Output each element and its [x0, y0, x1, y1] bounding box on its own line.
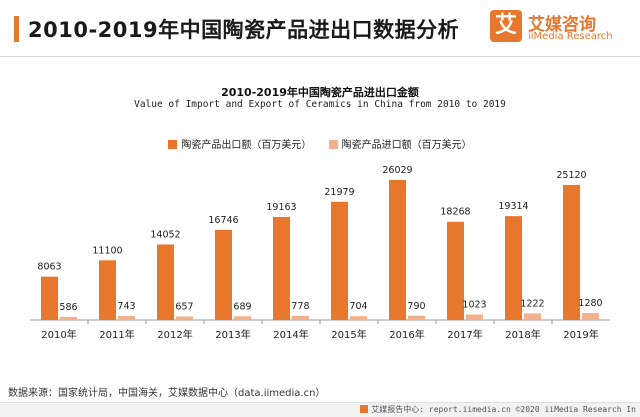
data-label-import: 586 [59, 302, 77, 313]
bottom-logo-icon [360, 405, 369, 413]
data-label-export: 8063 [37, 262, 61, 273]
data-label-export: 16746 [208, 215, 238, 226]
x-tick-label: 2018年 [505, 328, 540, 341]
bar-import [118, 316, 135, 320]
legend-item-import: 陶瓷产品进口额（百万美元） [328, 136, 472, 151]
bar-export [331, 201, 348, 320]
bottom-credit-text: 艾媒报告中心: report.iimedia.cn ©2020 iiMedia … [371, 405, 636, 414]
header-bar: 2010-2019年中国陶瓷产品进出口数据分析 艾 艾媒咨询 iiMedia R… [0, 0, 640, 56]
bar-export [99, 260, 116, 320]
legend-swatch-import [328, 140, 338, 149]
bar-import [524, 313, 541, 320]
brand-name-cn: 艾媒咨询 [528, 15, 596, 35]
data-label-export: 18268 [440, 207, 470, 218]
x-tick-label: 2015年 [331, 328, 366, 341]
bar-export [215, 229, 232, 320]
data-label-import: 704 [349, 301, 367, 312]
bar-export [447, 221, 464, 320]
legend-item-export: 陶瓷产品出口额（百万美元） [168, 136, 311, 151]
data-label-import: 657 [175, 301, 193, 312]
x-tick-label: 2011年 [99, 328, 134, 341]
title-accent-bar [14, 16, 19, 42]
data-label-import: 743 [117, 301, 135, 312]
data-label-export: 25120 [556, 170, 586, 181]
data-label-export: 19163 [266, 202, 296, 213]
data-label-export: 26029 [382, 165, 412, 176]
data-label-import: 778 [291, 301, 309, 312]
bar-chart: 8063 586 2010年 11100 743 2011年 14052 657 2012年 16… [30, 165, 610, 341]
bar-import [176, 316, 193, 320]
bar-import [350, 316, 367, 320]
bar-import [292, 315, 309, 320]
data-label-import: 689 [233, 301, 251, 312]
legend-label-import: 陶瓷产品进口额（百万美元） [341, 140, 472, 151]
header-divider [0, 56, 640, 57]
bar-export [273, 216, 290, 320]
x-tick-label: 2014年 [273, 328, 308, 341]
x-tick-label: 2012年 [157, 328, 192, 341]
data-source: 数据来源：国家统计局，中国海关，艾媒数据中心（data.iimedia.cn） [8, 388, 326, 399]
data-label-export: 14052 [150, 229, 180, 240]
data-label-export: 19314 [498, 201, 528, 212]
page-title: 2010-2019年中国陶瓷产品进出口数据分析 [28, 18, 460, 42]
bar-import [408, 315, 425, 320]
x-tick-label: 2013年 [215, 328, 250, 341]
legend-label-export: 陶瓷产品出口额（百万美元） [181, 140, 312, 151]
x-tick-label: 2010年 [41, 328, 76, 341]
brand: 艾 艾媒咨询 iiMedia Research [490, 10, 630, 46]
bar-import [60, 316, 77, 320]
data-label-import: 1222 [520, 298, 544, 309]
chart-legend: 陶瓷产品出口额（百万美元） 陶瓷产品进口额（百万美元） [0, 136, 640, 151]
bar-import [582, 313, 599, 320]
brand-name-en: iiMedia Research [528, 31, 613, 42]
bar-import [466, 314, 483, 320]
data-label-import: 790 [407, 301, 425, 312]
x-tick-label: 2016年 [389, 328, 424, 341]
x-tick-label: 2017年 [447, 328, 482, 341]
data-label-import: 1023 [462, 299, 486, 310]
bottom-credit: 艾媒报告中心: report.iimedia.cn ©2020 iiMedia … [360, 404, 636, 415]
bar-export [41, 276, 58, 320]
bar-export [505, 216, 522, 320]
bottom-strip: 艾媒报告中心: report.iimedia.cn ©2020 iiMedia … [0, 402, 640, 417]
chart-subtitle: Value of Import and Export of Ceramics i… [134, 99, 506, 110]
x-tick-label: 2019年 [563, 328, 598, 341]
legend-swatch-export [168, 140, 178, 149]
bar-export [563, 184, 580, 320]
bar-export [157, 244, 174, 320]
data-label-export: 21979 [324, 187, 354, 198]
brand-logo-icon: 艾 [490, 10, 522, 42]
data-label-import: 1280 [578, 298, 602, 309]
data-label-export: 11100 [92, 245, 122, 256]
chart-title: 2010-2019年中国陶瓷产品进出口金额 [221, 86, 419, 99]
bar-import [234, 316, 251, 320]
bar-export [389, 180, 406, 320]
